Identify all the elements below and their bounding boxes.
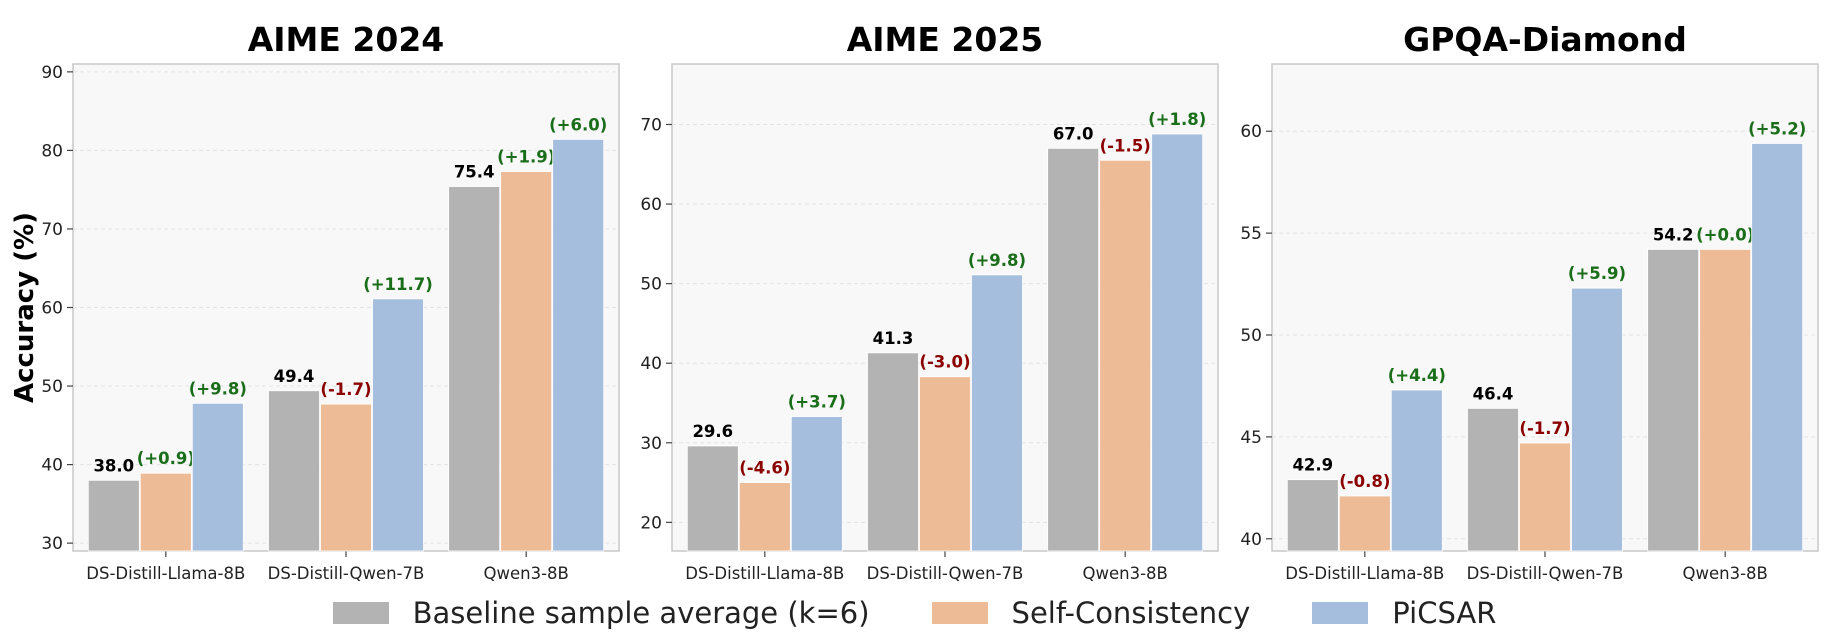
panel-2-ytick-label: 40 xyxy=(640,354,662,374)
panel-3-bar-picsar xyxy=(1751,143,1804,552)
panel-1-data-label-baseline: 75.4 xyxy=(454,163,495,182)
panel-2-ytick-label: 20 xyxy=(640,513,662,533)
panel-3-xtick-label: DS-Distill-Qwen-7B xyxy=(1467,564,1624,583)
panel-1-ytick-label: 80 xyxy=(41,141,63,161)
panel-3-data-label-baseline: 46.4 xyxy=(1473,384,1514,403)
panel-1-ytick-label: 90 xyxy=(41,63,63,83)
legend-swatch-self-consistency xyxy=(931,602,988,624)
charts-svg: 30 40 50 60 70 80 90 AIME 2024 Accuracy (%) DS-Di… xyxy=(10,20,1819,583)
panel-2-ytick-label: 30 xyxy=(640,434,662,454)
panel-2-xtick-label: DS-Distill-Llama-8B xyxy=(685,564,844,583)
panel-1-data-label-baseline: 38.0 xyxy=(93,456,134,475)
panel-3-data-label-baseline: 54.2 xyxy=(1653,225,1694,244)
panel-2-data-label-self-consistency: (-1.5) xyxy=(1100,136,1151,155)
panel-1-ytick-label: 70 xyxy=(41,220,63,240)
panel-2-xtick-label: DS-Distill-Qwen-7B xyxy=(867,564,1024,583)
panel-3-ytick-label: 45 xyxy=(1240,428,1262,448)
panel-1-data-label-baseline: 49.4 xyxy=(274,367,315,386)
panel-3-data-label-picsar: (+5.2) xyxy=(1748,119,1806,138)
panel-3-bar-baseline xyxy=(1286,479,1339,552)
panel-3-data-label-baseline: 42.9 xyxy=(1292,456,1333,475)
legend-item-self-consistency: Self-Consistency xyxy=(931,596,1251,630)
panel-2-data-label-picsar: (+9.8) xyxy=(968,251,1026,270)
panel-1-xtick-label: Qwen3-8B xyxy=(483,564,568,583)
legend-item-picsar: PiCSAR xyxy=(1312,596,1496,630)
panel-3-bar-baseline xyxy=(1647,249,1700,552)
panel-3-bar-picsar xyxy=(1390,389,1443,552)
panel-1-bar-picsar xyxy=(372,298,424,552)
legend-swatch-baseline xyxy=(332,602,389,624)
legend-label-picsar: PiCSAR xyxy=(1392,596,1497,630)
panel-3-ytick-label: 60 xyxy=(1240,122,1262,142)
panel-3-title: GPQA-Diamond xyxy=(1403,20,1687,59)
panel-1-xtick-label: DS-Distill-Llama-8B xyxy=(86,564,245,583)
panel-1-bar-picsar xyxy=(191,402,244,552)
panel-3-ytick-label: 40 xyxy=(1240,530,1262,550)
panel-1-bar-baseline xyxy=(268,390,320,552)
panel-3-data-label-self-consistency: (-1.7) xyxy=(1519,419,1570,438)
panel-1-title: AIME 2024 xyxy=(248,20,445,59)
panel-2-ytick-label: 70 xyxy=(640,115,662,135)
panel-2-data-label-baseline: 29.6 xyxy=(692,422,733,441)
panel-2-bar-self-consistency xyxy=(1099,159,1152,552)
panel-2-data-label-baseline: 67.0 xyxy=(1053,124,1094,143)
panel-3-bar-self-consistency xyxy=(1699,249,1752,552)
panel-3-xtick-label: Qwen3-8B xyxy=(1682,564,1767,583)
panel-2-bar-picsar xyxy=(790,416,843,552)
legend-label-baseline: Baseline sample average (k=6) xyxy=(412,596,870,630)
panel-1-bar-baseline xyxy=(87,479,140,552)
panel-2-bar-baseline xyxy=(686,445,739,552)
panel-2-data-label-self-consistency: (-4.6) xyxy=(739,459,790,478)
panel-2-bar-picsar xyxy=(1151,133,1204,552)
panel-1-data-label-self-consistency: (-1.7) xyxy=(320,380,371,399)
panel-1-data-label-self-consistency: (+0.9) xyxy=(137,449,195,468)
panel-2-xtick-label: Qwen3-8B xyxy=(1082,564,1167,583)
panel-1-ytick-label: 30 xyxy=(41,534,63,554)
panel-1-xtick-label: DS-Distill-Qwen-7B xyxy=(268,564,425,583)
panel-2-ytick-label: 50 xyxy=(640,275,662,295)
panel-3-data-label-picsar: (+4.4) xyxy=(1388,366,1446,385)
panel-2-bar-picsar xyxy=(971,274,1023,552)
panel-3-xtick-label: DS-Distill-Llama-8B xyxy=(1285,564,1444,583)
legend: Baseline sample average (k=6) Self-Consi… xyxy=(0,588,1829,638)
panel-1-data-label-self-consistency: (+1.9) xyxy=(497,148,555,167)
panel-2-bar-self-consistency xyxy=(919,376,971,552)
panel-2-data-label-self-consistency: (-3.0) xyxy=(919,353,970,372)
panel-2-data-label-picsar: (+1.8) xyxy=(1148,110,1206,129)
panel-1-ytick-label: 60 xyxy=(41,299,63,319)
panel-2-data-label-baseline: 41.3 xyxy=(873,329,914,348)
legend-label-self-consistency: Self-Consistency xyxy=(1011,596,1251,630)
panel-1-bar-self-consistency xyxy=(139,472,192,552)
panel-2-data-label-picsar: (+3.7) xyxy=(788,393,846,412)
panel-3-ytick-label: 50 xyxy=(1240,326,1262,346)
panel-1-ytick-label: 50 xyxy=(41,377,63,397)
panel-3-data-label-picsar: (+5.9) xyxy=(1568,264,1626,283)
panel-3-bar-self-consistency xyxy=(1519,442,1571,552)
panel-2-ytick-label: 60 xyxy=(640,195,662,215)
panel-1-bar-self-consistency xyxy=(500,171,553,552)
panel-1-data-label-picsar: (+9.8) xyxy=(189,379,247,398)
panel-3-bar-picsar xyxy=(1571,287,1623,552)
panel-1-bar-picsar xyxy=(552,139,605,552)
panel-3-ytick-label: 55 xyxy=(1240,224,1262,244)
panel-2-bar-self-consistency xyxy=(738,482,791,552)
panel-1-ylabel: Accuracy (%) xyxy=(10,212,40,403)
panel-2-bar-baseline xyxy=(867,352,919,552)
panel-3-bar-self-consistency xyxy=(1338,495,1391,552)
legend-swatch-picsar xyxy=(1312,602,1369,624)
panel-1-ytick-label: 40 xyxy=(41,456,63,476)
panel-2-bar-baseline xyxy=(1047,147,1100,552)
legend-item-baseline: Baseline sample average (k=6) xyxy=(332,596,870,630)
panel-1-bar-baseline xyxy=(448,186,501,552)
panel-1-bar-self-consistency xyxy=(320,403,372,552)
panel-1-data-label-picsar: (+11.7) xyxy=(363,275,433,294)
panel-3-data-label-self-consistency: (-0.8) xyxy=(1339,472,1390,491)
panel-3-bar-baseline xyxy=(1467,407,1519,552)
panel-3-data-label-self-consistency: (+0.0) xyxy=(1696,225,1754,244)
panel-1-data-label-picsar: (+6.0) xyxy=(549,115,607,134)
panel-2-title: AIME 2025 xyxy=(847,20,1044,59)
